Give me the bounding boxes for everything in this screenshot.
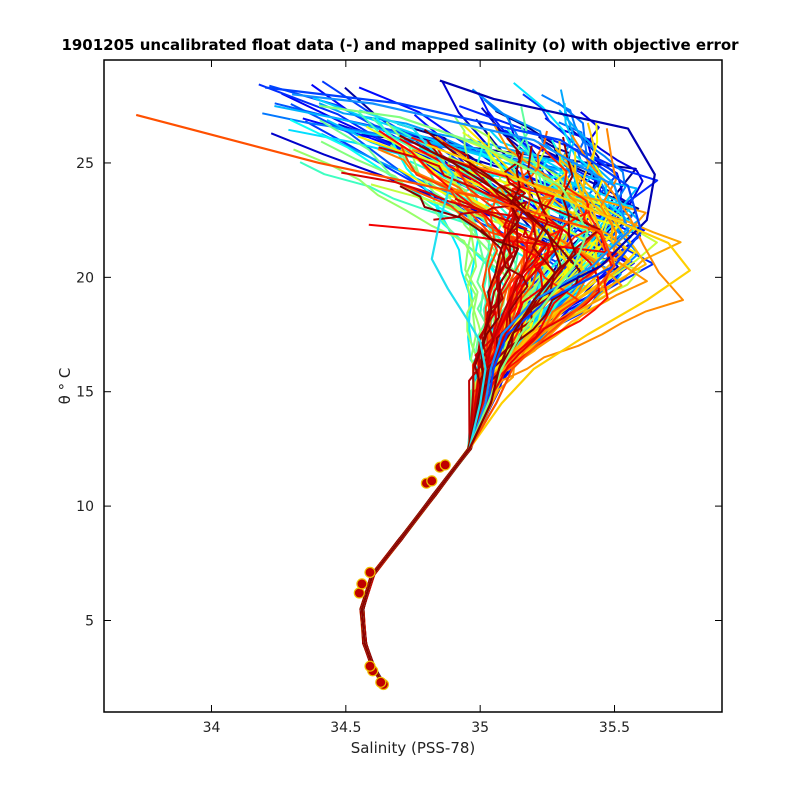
x-axis-label: Salinity (PSS-78)	[351, 739, 476, 757]
mapped-salinity-point	[375, 676, 387, 688]
x-tick-label: 35	[471, 720, 489, 736]
x-axis: 34 34.5 35 35.5	[203, 60, 630, 736]
mapped-salinity-point	[353, 587, 365, 599]
x-tick-label: 34.5	[330, 720, 361, 736]
y-axis-label: θ ° C	[56, 368, 74, 405]
mapped-salinity-point	[364, 660, 376, 672]
x-tick-label: 34	[203, 720, 221, 736]
y-tick-label: 25	[76, 156, 94, 172]
y-tick-label: 5	[85, 613, 94, 629]
plot-frame	[103, 59, 723, 713]
profiles-group	[135, 79, 691, 686]
y-tick-label: 20	[76, 270, 94, 286]
y-tick-label: 15	[76, 385, 94, 401]
mapped-points-group	[353, 459, 451, 691]
mapped-salinity-point	[439, 459, 451, 471]
y-tick-label: 10	[76, 499, 94, 515]
profile-line	[360, 134, 562, 686]
mapped-salinity-point	[364, 566, 376, 579]
chart-title: 1901205 uncalibrated float data (-) and …	[61, 36, 739, 54]
mapped-salinity-point	[356, 578, 368, 590]
y-axis: 5 10 15 20 25	[76, 156, 722, 629]
mapped-salinity-point	[426, 475, 438, 487]
x-tick-label: 35.5	[599, 720, 630, 736]
